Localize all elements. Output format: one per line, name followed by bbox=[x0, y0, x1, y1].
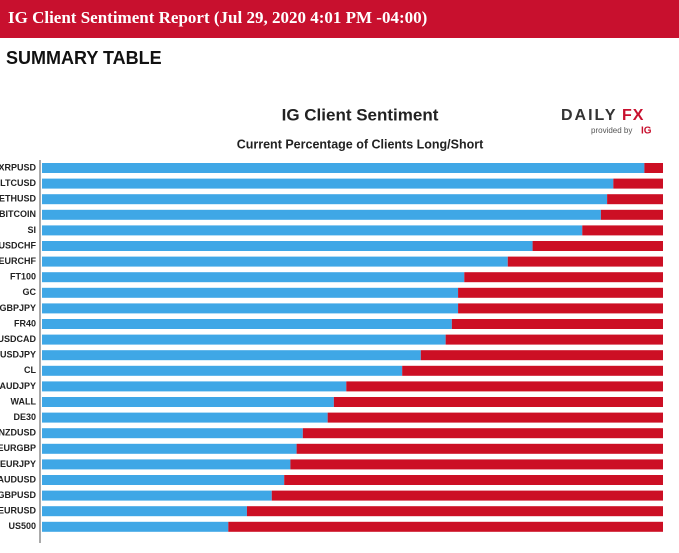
y-tick-label: EURGBP bbox=[0, 443, 36, 453]
y-tick-label: AUDUSD bbox=[0, 474, 36, 484]
bar-segment bbox=[42, 365, 403, 376]
section-title: SUMMARY TABLE bbox=[6, 48, 162, 68]
bar-segment bbox=[458, 303, 663, 314]
bar-segment bbox=[532, 241, 663, 251]
header-bar bbox=[0, 0, 679, 38]
bar-segment bbox=[290, 459, 663, 470]
y-tick-label: ETHUSD bbox=[0, 194, 36, 204]
y-tick-label: XRPUSD bbox=[0, 162, 36, 172]
bar-segment bbox=[42, 334, 446, 345]
bar-segment bbox=[42, 272, 465, 283]
chart-subtitle: Current Percentage of Clients Long/Short bbox=[237, 137, 484, 151]
bar-segment bbox=[582, 225, 663, 236]
bar-segment bbox=[228, 521, 664, 532]
bar-segment bbox=[296, 443, 663, 454]
bar-segment bbox=[420, 350, 663, 361]
y-tick-label: BITCOIN bbox=[0, 209, 36, 219]
y-tick-label: FT100 bbox=[10, 272, 36, 282]
bar-segment bbox=[284, 475, 663, 485]
y-tick-label: WALL bbox=[11, 396, 37, 406]
bar-segment bbox=[613, 178, 663, 189]
y-tick-label: FR40 bbox=[14, 318, 36, 328]
bar-segment bbox=[42, 256, 508, 267]
bar-segment bbox=[42, 178, 614, 189]
y-tick-label: USDCAD bbox=[0, 334, 36, 344]
y-tick-label: NZDUSD bbox=[0, 428, 36, 438]
y-tick-label: EURUSD bbox=[0, 506, 36, 516]
y-tick-label: SI bbox=[27, 225, 36, 235]
bar-segment bbox=[42, 194, 608, 205]
header-title: IG Client Sentiment Report (Jul 29, 2020… bbox=[8, 8, 427, 27]
bar-segment bbox=[402, 365, 663, 376]
bar-segment bbox=[346, 381, 663, 392]
bar-segment bbox=[42, 225, 583, 236]
bar-segment bbox=[42, 506, 247, 517]
bar-segment bbox=[42, 303, 459, 314]
bar-segment bbox=[42, 350, 421, 361]
bar-segment bbox=[42, 443, 297, 454]
chart-title: IG Client Sentiment bbox=[282, 105, 439, 124]
bar-segment bbox=[42, 381, 347, 392]
logo-right: FX bbox=[622, 107, 644, 124]
logo-provided: provided by bbox=[591, 126, 632, 135]
bar-segment bbox=[607, 194, 663, 205]
bar-segment bbox=[246, 506, 663, 517]
bar-segment bbox=[42, 209, 601, 220]
y-tick-label: GC bbox=[23, 287, 37, 297]
y-tick-label: US500 bbox=[8, 521, 36, 531]
bar-segment bbox=[42, 287, 459, 298]
bar-segment bbox=[271, 490, 663, 501]
logo: DAILY FX provided by IG bbox=[561, 107, 652, 136]
bar-segment bbox=[42, 412, 328, 423]
bar-segment bbox=[333, 397, 663, 407]
bar-segment bbox=[458, 287, 663, 298]
y-tick-label: USDJPY bbox=[0, 350, 36, 360]
bar-segment bbox=[42, 521, 229, 532]
bar-segment bbox=[451, 319, 663, 329]
y-tick-label: AUDJPY bbox=[0, 381, 36, 391]
bar-segment bbox=[464, 272, 663, 283]
logo-ig: IG bbox=[641, 126, 652, 137]
bar-segment bbox=[42, 475, 285, 485]
bar-segment bbox=[327, 412, 663, 423]
y-tick-label: EURCHF bbox=[0, 256, 37, 266]
y-tick-label: LTCUSD bbox=[0, 178, 36, 188]
bar-segment bbox=[507, 256, 663, 267]
y-tick-label: GBPUSD bbox=[0, 490, 36, 500]
y-tick-label: DE30 bbox=[13, 412, 36, 422]
bar-segment bbox=[42, 428, 303, 439]
logo-left: DAILY bbox=[561, 107, 618, 124]
bar-segment bbox=[42, 397, 334, 407]
bar-segment bbox=[42, 490, 272, 501]
y-tick-label: CL bbox=[24, 365, 36, 375]
bar-segment bbox=[302, 428, 663, 439]
bar-segment bbox=[42, 163, 645, 173]
bar-segment bbox=[42, 459, 291, 470]
bar-segment bbox=[445, 334, 663, 345]
bar-segment bbox=[600, 209, 663, 220]
bar-segment bbox=[42, 319, 452, 329]
y-tick-label: GBPJPY bbox=[0, 303, 36, 313]
bar-segment bbox=[42, 241, 533, 251]
y-tick-label: USDCHF bbox=[0, 240, 37, 250]
bar-segment bbox=[644, 163, 663, 173]
y-tick-label: EURJPY bbox=[0, 459, 36, 469]
